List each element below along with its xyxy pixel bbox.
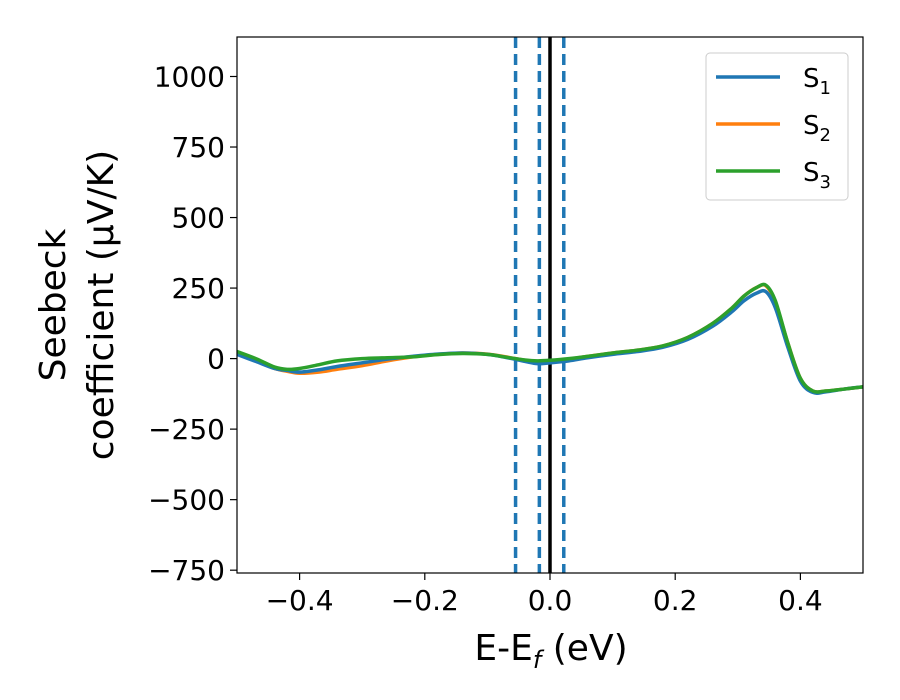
y-tick-label: 750 [172,131,225,164]
x-tick-label: 0.0 [528,584,573,617]
x-tick-label: 0.2 [653,584,698,617]
legend-label: S2 [803,111,831,146]
series-line-s3 [237,282,863,394]
vertical-lines [513,37,566,573]
y-axis-ticks: −750 −500 −250 0 250 500 750 1000 [148,60,237,587]
legend-label: S3 [803,158,831,193]
y-tick-label: −250 [148,413,225,446]
series-lines [237,282,863,395]
legend-item-s2: S2 [716,111,831,146]
y-tick-label: 250 [172,272,225,305]
y-tick-label: 500 [172,202,225,235]
y-tick-label: −500 [148,484,225,517]
y-tick-label: −750 [148,554,225,587]
x-axis-ticks: −0.4 −0.2 0.0 0.2 0.4 [266,573,823,617]
x-tick-label: 0.4 [778,584,823,617]
x-tick-label: −0.2 [391,584,459,617]
y-axis-label-line1: Seebeck [33,228,74,381]
legend: S1 S2 S3 [705,52,849,201]
legend-label: S1 [803,64,831,99]
y-axis-label-line2: coefficient (μV/K) [81,150,122,460]
legend-item-s3: S3 [716,158,831,193]
x-tick-label: −0.4 [266,584,334,617]
legend-frame [705,52,849,201]
axes: −0.4 −0.2 0.0 0.2 0.4 −750 −500 −250 0 250 500 750… [148,36,864,617]
legend-item-s1: S1 [716,64,831,99]
x-axis-label: E-Ef (eV) [474,628,627,674]
series-line-s1 [237,288,863,395]
y-tick-label: 0 [207,343,225,376]
y-tick-label: 1000 [154,60,225,93]
plot-area [237,37,863,573]
y-axis-label: Seebeck coefficient (μV/K) [33,150,122,460]
